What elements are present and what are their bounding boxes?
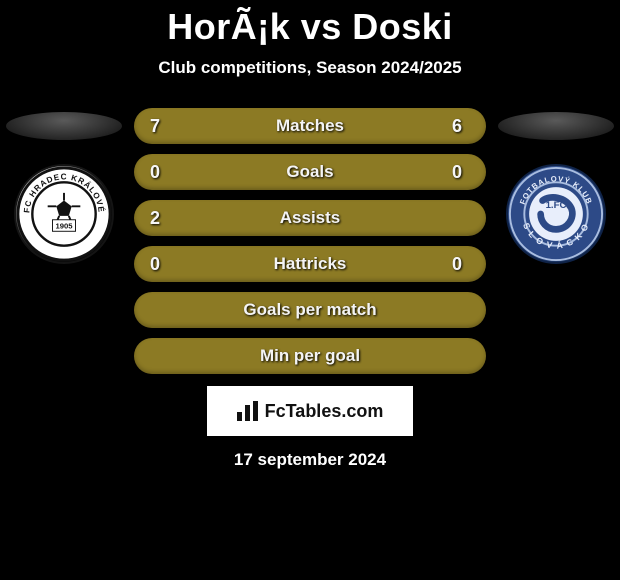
stat-left-value: 2 — [150, 208, 168, 229]
hradec-year: 1905 — [55, 221, 73, 230]
stat-row-hattricks: 0 Hattricks 0 — [134, 246, 486, 282]
stat-label: Goals per match — [243, 300, 376, 320]
hradec-logo-svg: FC HRADEC KRÁLOVÉ 1905 — [16, 164, 112, 264]
left-pedestal-shadow — [6, 112, 122, 140]
stat-row-goals: 0 Goals 0 — [134, 154, 486, 190]
right-team-logo: FOTBALOVÝ KLUB S L O V Á C K O 1.FC — [506, 164, 606, 264]
comparison-container: FC HRADEC KRÁLOVÉ 1905 7 Matches 6 0 Goa… — [0, 108, 620, 374]
stat-left-value: 0 — [150, 254, 168, 275]
stat-right-value: 0 — [452, 162, 470, 183]
stat-label: Min per goal — [260, 346, 360, 366]
stat-label: Matches — [276, 116, 344, 136]
stat-row-assists: 2 Assists — [134, 200, 486, 236]
slovacko-logo-svg: FOTBALOVÝ KLUB S L O V Á C K O 1.FC — [508, 164, 604, 264]
stat-row-matches: 7 Matches 6 — [134, 108, 486, 144]
right-team-panel: FOTBALOVÝ KLUB S L O V Á C K O 1.FC — [496, 108, 616, 264]
watermark: FcTables.com — [207, 386, 413, 436]
footer-date: 17 september 2024 — [0, 450, 620, 470]
stat-row-min-per-goal: Min per goal — [134, 338, 486, 374]
page-title: HorÃ¡k vs Doski — [0, 0, 620, 48]
stat-label: Hattricks — [274, 254, 347, 274]
right-pedestal-shadow — [498, 112, 614, 140]
slovacko-center-text: 1.FC — [546, 200, 567, 211]
stat-label: Goals — [286, 162, 333, 182]
left-team-logo: FC HRADEC KRÁLOVÉ 1905 — [14, 164, 114, 264]
left-team-panel: FC HRADEC KRÁLOVÉ 1905 — [4, 108, 124, 264]
stat-left-value: 7 — [150, 116, 168, 137]
season-subtitle: Club competitions, Season 2024/2025 — [0, 58, 620, 78]
bars-icon — [237, 401, 259, 421]
stat-row-goals-per-match: Goals per match — [134, 292, 486, 328]
stat-right-value: 0 — [452, 254, 470, 275]
watermark-text: FcTables.com — [265, 401, 384, 422]
stat-left-value: 0 — [150, 162, 168, 183]
stat-label: Assists — [280, 208, 340, 228]
stats-column: 7 Matches 6 0 Goals 0 2 Assists 0 Hattri… — [134, 108, 486, 374]
stat-right-value: 6 — [452, 116, 470, 137]
